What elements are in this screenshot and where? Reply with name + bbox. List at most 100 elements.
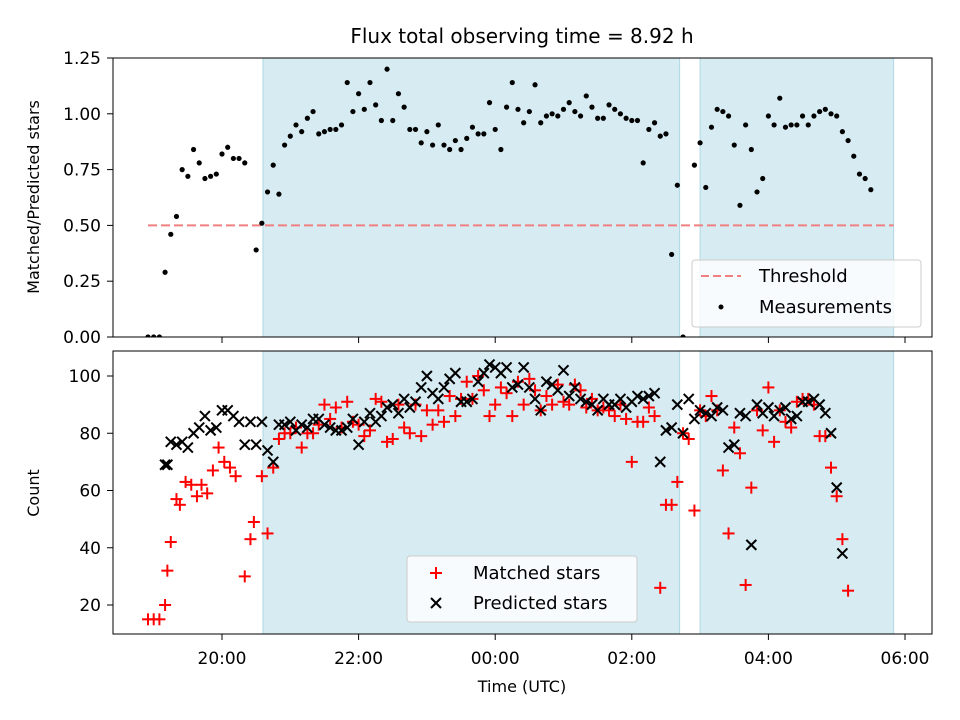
predicted-star-point	[722, 441, 735, 454]
matched-star-point	[318, 398, 331, 411]
predicted-star-point	[204, 424, 217, 437]
matched-star-point	[756, 424, 769, 437]
measurement-point	[350, 108, 356, 115]
measurement-point	[691, 162, 698, 168]
count-axes-frame	[112, 350, 933, 635]
measurement-point	[771, 122, 777, 128]
predicted-star-point	[421, 370, 433, 382]
measurement-point	[669, 251, 675, 258]
measurement-point	[168, 231, 174, 237]
measurement-point	[680, 334, 686, 337]
count-legend-box	[406, 555, 638, 623]
predicted-star-point	[324, 421, 336, 434]
measurement-point	[612, 106, 618, 112]
measurement-point	[765, 113, 772, 119]
predicted-star-point	[261, 444, 274, 457]
matched-star-point	[745, 481, 758, 494]
measurement-point	[509, 79, 515, 86]
predicted-star-point	[387, 398, 399, 411]
measurement-point	[418, 140, 424, 146]
chart-title: Flux total observing time = 8.92 h	[350, 24, 693, 48]
matched-star-point	[500, 387, 513, 400]
predicted-star-point	[688, 413, 701, 425]
matched-star-point	[551, 378, 564, 391]
matched-star-point	[341, 395, 354, 408]
measurement-point	[617, 111, 624, 117]
measurement-point	[714, 106, 720, 112]
matched-star-point	[705, 390, 718, 403]
matched-star-point	[836, 533, 849, 546]
measurement-point	[429, 142, 436, 148]
matched-star-point	[637, 415, 650, 428]
measurement-point	[566, 100, 572, 106]
predicted-star-point	[461, 396, 473, 408]
matched-star-point	[523, 372, 536, 385]
ratio-y-axis-label: Matched/Predicted stars	[24, 100, 43, 294]
predicted-star-point	[335, 424, 348, 437]
predicted-star-point	[438, 381, 450, 394]
count-legend: Matched stars Predicted stars	[406, 555, 638, 623]
measurement-point	[748, 146, 754, 153]
measurement-point	[629, 117, 635, 124]
predicted-star-point	[694, 404, 706, 417]
matched-star-point	[403, 427, 416, 440]
measurement-point	[526, 108, 532, 115]
measurement-point	[805, 122, 811, 128]
measurement-point	[868, 187, 874, 193]
measurement-point	[538, 120, 544, 126]
predicted-star-point	[535, 404, 547, 417]
measurement-point	[492, 126, 498, 133]
predicted-star-point	[512, 378, 524, 391]
measurement-point	[162, 269, 168, 275]
measurement-point	[452, 137, 458, 144]
predicted-star-point	[432, 393, 444, 405]
measurements-legend-label: Measurements	[759, 297, 892, 318]
predicted-star-point	[210, 421, 223, 434]
measurement-point	[185, 173, 191, 179]
y-tick-label: 100	[69, 367, 101, 387]
matched-star-point	[506, 410, 519, 423]
matched-star-point	[603, 404, 616, 417]
measurement-point	[737, 202, 743, 208]
predicted-star-point	[569, 381, 581, 394]
measurement-point	[190, 146, 197, 153]
measurement-point	[270, 162, 276, 168]
measurement-point	[338, 122, 345, 128]
predicted-star-point	[643, 390, 655, 402]
measurement-point	[646, 126, 652, 133]
measurement-point	[754, 189, 760, 195]
measurement-point	[623, 115, 629, 121]
predicted-star-point	[762, 401, 775, 414]
predicted-star-point	[830, 481, 843, 494]
matched-star-point	[768, 435, 781, 448]
measurement-point	[811, 113, 817, 119]
matched-star-point	[295, 441, 308, 454]
matched-star-point	[398, 421, 411, 434]
matched-star-point	[212, 441, 225, 454]
predicted-star-point	[364, 407, 376, 419]
matched-star-point	[625, 455, 638, 468]
matched-star-point	[437, 415, 450, 428]
predicted-star-point	[779, 401, 792, 414]
matched-star-point	[195, 478, 208, 491]
predicted-star-point	[284, 416, 297, 428]
matched-star-point	[375, 395, 388, 408]
predicted-star-point	[785, 413, 797, 425]
predicted-star-point	[552, 384, 564, 397]
count-y-axis-label: Count	[24, 469, 43, 517]
measurement-point	[703, 184, 709, 191]
measurement-point	[634, 117, 641, 124]
measurement-point	[481, 131, 487, 137]
measurement-point	[264, 189, 271, 195]
measurement-point	[151, 334, 157, 337]
matched-star-point	[483, 410, 496, 423]
measurement-point	[515, 106, 521, 112]
measurement-point	[555, 113, 561, 119]
predicted-star-point	[318, 418, 331, 431]
measurement-point	[577, 113, 584, 119]
matched-star-point	[267, 461, 280, 474]
predicted-star-point	[392, 407, 405, 419]
matched-star-point	[494, 381, 507, 394]
predicted-star-point	[256, 416, 268, 428]
observing-window-2	[699, 351, 895, 634]
